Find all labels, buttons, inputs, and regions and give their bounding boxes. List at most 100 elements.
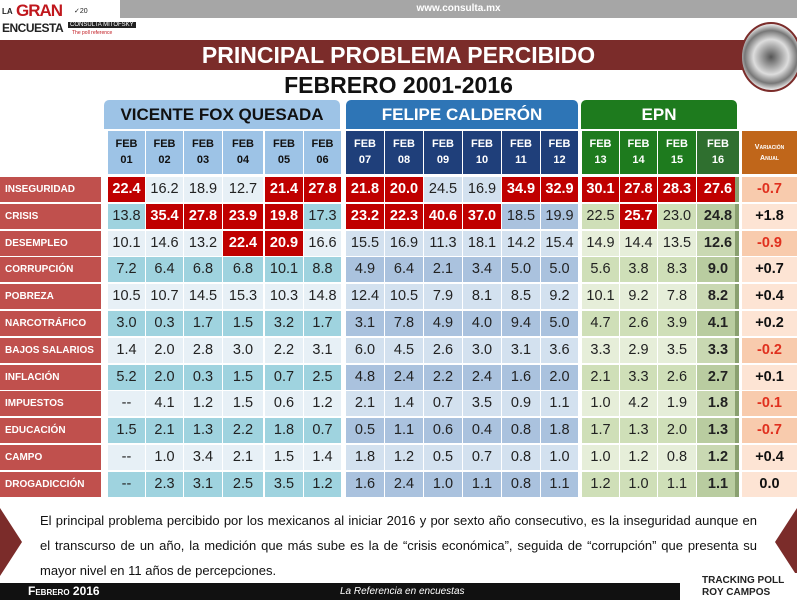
table-cell: 10.5 bbox=[108, 284, 145, 310]
summary-paragraph: El principal problema percibido por los … bbox=[40, 513, 757, 578]
column-header: FEB 02 bbox=[146, 131, 183, 174]
table-cell: 3.3 bbox=[620, 364, 657, 390]
header-month: FEB bbox=[627, 138, 650, 150]
table-cell: 1.8 bbox=[697, 391, 739, 417]
footer-tagline: La Referencia en encuestas bbox=[340, 586, 465, 597]
table-cell: 4.0 bbox=[463, 311, 501, 336]
column-header: FEB 06 bbox=[304, 131, 341, 174]
header-month: FEB bbox=[311, 138, 334, 150]
table-cell: 4.8 bbox=[346, 364, 384, 390]
column-header: FEB 03 bbox=[184, 131, 222, 174]
table-cell: 13.2 bbox=[184, 230, 222, 256]
table-cell: 7.8 bbox=[385, 311, 423, 336]
table-cell: 14.4 bbox=[620, 230, 657, 256]
row-label: NARCOTRÁFICO bbox=[0, 311, 101, 336]
row-label: DESEMPLEO bbox=[0, 230, 101, 256]
group-header: EPN bbox=[581, 100, 737, 129]
header-year: 14 bbox=[632, 154, 645, 166]
variation-cell: +0.4 bbox=[742, 445, 797, 470]
header-year: 09 bbox=[436, 154, 450, 166]
table-cell: 0.9 bbox=[502, 391, 540, 417]
page-subtitle: FEBRERO 2001-2016 bbox=[284, 72, 513, 98]
table-cell: 9.4 bbox=[502, 311, 540, 336]
table-cell: 23.0 bbox=[658, 203, 696, 229]
table-cell: 8.1 bbox=[463, 284, 501, 310]
column-header: FEB 04 bbox=[223, 131, 263, 174]
table-cell: 2.5 bbox=[304, 364, 341, 390]
table-cell: 8.2 bbox=[697, 284, 739, 310]
header-month: FEB bbox=[589, 138, 612, 150]
table-cell: 1.2 bbox=[304, 471, 341, 497]
table-cell: 19.8 bbox=[265, 203, 303, 229]
table-cell: 2.2 bbox=[223, 418, 263, 444]
table-cell: 2.1 bbox=[346, 391, 384, 417]
table-cell: 5.0 bbox=[541, 311, 578, 336]
table-cell: 1.4 bbox=[108, 337, 145, 363]
table-cell: 1.7 bbox=[304, 311, 341, 336]
table-cell: 5.2 bbox=[108, 364, 145, 390]
table-cell: 10.7 bbox=[146, 284, 183, 310]
table-cell: 25.7 bbox=[620, 203, 657, 229]
table-cell: 1.5 bbox=[223, 311, 263, 336]
table-cell: 1.1 bbox=[463, 471, 501, 497]
header-year: 10 bbox=[475, 154, 489, 166]
row-label: CRISIS bbox=[0, 203, 101, 229]
table-cell: 0.3 bbox=[184, 364, 222, 390]
column-header: FEB 05 bbox=[265, 131, 303, 174]
table-cell: 0.3 bbox=[146, 311, 183, 336]
table-cell: -- bbox=[108, 471, 145, 497]
table-cell: 1.5 bbox=[265, 445, 303, 470]
table-cell: 1.5 bbox=[108, 418, 145, 444]
table-cell: 12.6 bbox=[697, 230, 739, 256]
table-cell: 1.0 bbox=[582, 445, 619, 470]
table-cell: 12.7 bbox=[223, 177, 263, 202]
column-header: FEB 16 bbox=[697, 131, 739, 174]
row-label: CORRUPCIÓN bbox=[0, 257, 101, 283]
table-cell: 1.9 bbox=[658, 391, 696, 417]
table-cell: 32.9 bbox=[541, 177, 578, 202]
table-cell: 0.5 bbox=[346, 418, 384, 444]
table-cell: 22.4 bbox=[108, 177, 145, 202]
table-cell: 16.6 bbox=[304, 230, 341, 256]
header-year: 05 bbox=[277, 154, 291, 166]
table-cell: 2.3 bbox=[146, 471, 183, 497]
table-cell: 9.2 bbox=[541, 284, 578, 310]
table-cell: 1.0 bbox=[424, 471, 462, 497]
table-cell: 6.4 bbox=[385, 257, 423, 283]
variation-cell: -0.2 bbox=[742, 337, 797, 363]
table-cell: 12.4 bbox=[346, 284, 384, 310]
table-cell: 2.0 bbox=[658, 418, 696, 444]
table-cell: 3.2 bbox=[265, 311, 303, 336]
table-cell: 13.8 bbox=[108, 203, 145, 229]
table-cell: 3.5 bbox=[658, 337, 696, 363]
header-year: 03 bbox=[196, 154, 210, 166]
table-cell: 16.2 bbox=[146, 177, 183, 202]
table-cell: 1.3 bbox=[697, 418, 739, 444]
table-cell: 3.3 bbox=[582, 337, 619, 363]
table-cell: 0.8 bbox=[502, 445, 540, 470]
left-arrow-decoration bbox=[0, 508, 22, 576]
table-cell: 3.5 bbox=[265, 471, 303, 497]
table-cell: 2.0 bbox=[541, 364, 578, 390]
row-label: DROGADICCIÓN bbox=[0, 471, 101, 497]
variation-cell: -0.7 bbox=[742, 418, 797, 444]
table-cell: 1.4 bbox=[385, 391, 423, 417]
variation-cell: +0.2 bbox=[742, 311, 797, 336]
url-bar: www.consulta.mx bbox=[120, 0, 797, 18]
table-cell: 28.3 bbox=[658, 177, 696, 202]
header-month: FEB bbox=[666, 138, 688, 150]
header-month: FEB bbox=[192, 138, 214, 150]
header-year: 04 bbox=[236, 154, 250, 166]
table-cell: 0.8 bbox=[658, 445, 696, 470]
table-cell: 2.6 bbox=[424, 337, 462, 363]
table-cell: 1.0 bbox=[620, 471, 657, 497]
table-cell: 17.3 bbox=[304, 203, 341, 229]
column-header: FEB 14 bbox=[620, 131, 657, 174]
table-cell: 2.0 bbox=[146, 337, 183, 363]
table-cell: 27.8 bbox=[620, 177, 657, 202]
column-header: FEB 11 bbox=[502, 131, 540, 174]
table-cell: 1.2 bbox=[582, 471, 619, 497]
table-cell: 10.1 bbox=[108, 230, 145, 256]
table-cell: 3.0 bbox=[223, 337, 263, 363]
table-cell: 2.2 bbox=[265, 337, 303, 363]
